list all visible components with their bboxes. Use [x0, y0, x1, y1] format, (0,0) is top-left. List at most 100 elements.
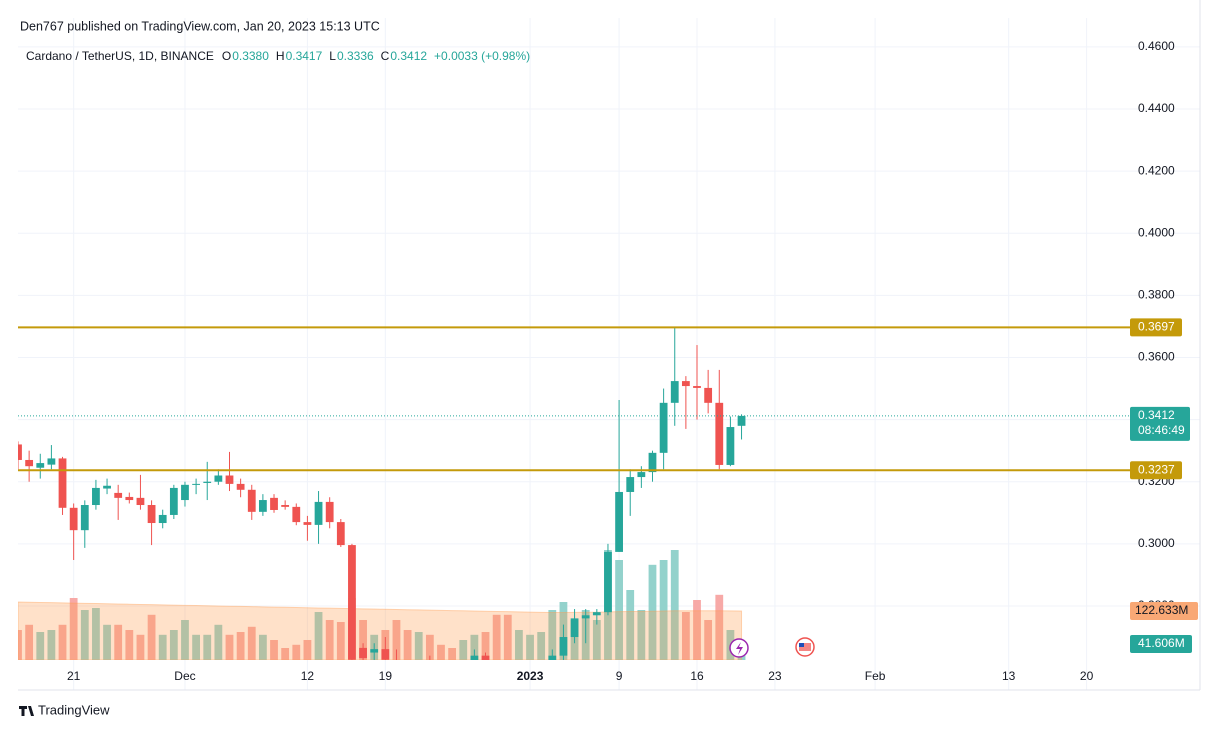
volume-bar	[169, 630, 178, 660]
volume-bar	[214, 624, 223, 660]
candle-body	[459, 665, 467, 674]
y-tick-label: 0.3000	[1138, 536, 1175, 550]
volume-bar	[181, 620, 189, 660]
volume-bar	[225, 634, 234, 660]
volume-bar	[693, 600, 701, 660]
volume-bar	[704, 620, 713, 660]
candle-body	[592, 612, 601, 616]
volume-bar	[548, 610, 557, 660]
candle-body	[526, 699, 534, 702]
header: Den767 published on TradingView.com, Jan…	[20, 19, 380, 33]
symbol: Cardano / TetherUS, 1D, BINANCE	[26, 49, 214, 63]
countdown: 08:46:49	[1138, 423, 1185, 437]
candle-body	[69, 507, 78, 531]
volume-bar	[114, 624, 123, 660]
candle-body	[258, 500, 267, 512]
level-label-box	[1130, 461, 1182, 480]
candle-body	[136, 497, 145, 506]
volume-bar	[403, 630, 412, 660]
volume-bar	[69, 598, 78, 660]
volume-bar	[336, 622, 345, 660]
candle-body	[604, 551, 612, 613]
volume-bar	[103, 624, 111, 660]
volume-bar	[314, 612, 323, 660]
x-tick-label: 19	[379, 669, 393, 683]
y-tick-label: 0.3600	[1138, 350, 1175, 364]
candle-body	[693, 386, 701, 388]
volume-bar	[303, 640, 312, 660]
y-tick-label: 0.4000	[1138, 225, 1175, 239]
candle-body	[125, 496, 134, 501]
candle-body	[80, 505, 89, 531]
volume-ma-box	[1130, 601, 1198, 620]
volume-bar	[526, 634, 534, 660]
volume-bar	[537, 632, 546, 660]
volume-bar	[258, 634, 267, 660]
candle-body	[381, 649, 390, 660]
volume-bar	[648, 564, 657, 660]
volume-bar	[437, 644, 445, 660]
candle-body	[247, 489, 256, 512]
x-tick-label: 23	[768, 669, 782, 683]
candle-body	[236, 483, 245, 490]
candle-body	[18, 444, 22, 460]
icon-lightning	[729, 638, 749, 658]
candle-body	[147, 505, 156, 524]
candle-body	[192, 483, 200, 485]
candle-body	[348, 545, 356, 660]
candle-body	[648, 452, 657, 473]
volume-bar	[136, 634, 145, 660]
x-tick-label: 21	[67, 669, 81, 683]
volume-bar	[292, 644, 301, 660]
volume-bar	[470, 634, 479, 660]
legend-value: 0.3336	[337, 49, 374, 63]
legend-key: H	[276, 49, 285, 63]
volume-bar	[392, 620, 401, 660]
x-tick-label: Dec	[174, 669, 195, 683]
volume-bar	[236, 632, 245, 660]
volume-bar	[203, 634, 212, 660]
candle-body	[281, 505, 290, 507]
y-tick-label: 0.4600	[1138, 39, 1175, 53]
volume-bar	[80, 610, 89, 660]
volume-bar	[359, 620, 367, 660]
level-label: 0.3237	[1138, 462, 1175, 476]
candle-body	[437, 668, 445, 671]
candle-body	[270, 497, 278, 510]
candle-body	[404, 668, 412, 671]
candle-body	[681, 381, 690, 387]
volume-bar	[515, 630, 523, 660]
candle-body	[169, 487, 178, 515]
volume-bar	[592, 620, 601, 660]
x-tick-label: 16	[690, 669, 704, 683]
legend-value: 0.3417	[286, 49, 323, 63]
volume-pane	[18, 550, 746, 660]
volume-bar	[425, 634, 434, 660]
volume-bar	[715, 594, 724, 660]
candle-body	[470, 655, 479, 660]
volume-bar	[58, 624, 67, 660]
candle-body	[370, 649, 379, 653]
x-tick-label: 2023	[517, 669, 544, 683]
volume-bar	[158, 634, 167, 660]
legend-value: 0.3412	[390, 49, 427, 63]
level-label-box	[1130, 318, 1182, 337]
candle-body	[58, 458, 67, 508]
candle-body	[515, 702, 523, 705]
y-tick-label: 0.4200	[1138, 163, 1175, 177]
candle-body	[415, 665, 423, 671]
candle-body	[25, 459, 34, 467]
volume-bar	[626, 590, 635, 660]
candle-body	[114, 492, 123, 498]
candle-body	[448, 671, 456, 674]
price-pane	[18, 327, 746, 705]
candle-body	[481, 655, 490, 660]
candle-body	[726, 427, 735, 465]
candle-body	[203, 481, 212, 483]
candle-body	[426, 665, 434, 668]
volume-bar	[281, 648, 290, 660]
volume-bar	[325, 620, 334, 660]
candle-body	[225, 475, 234, 484]
